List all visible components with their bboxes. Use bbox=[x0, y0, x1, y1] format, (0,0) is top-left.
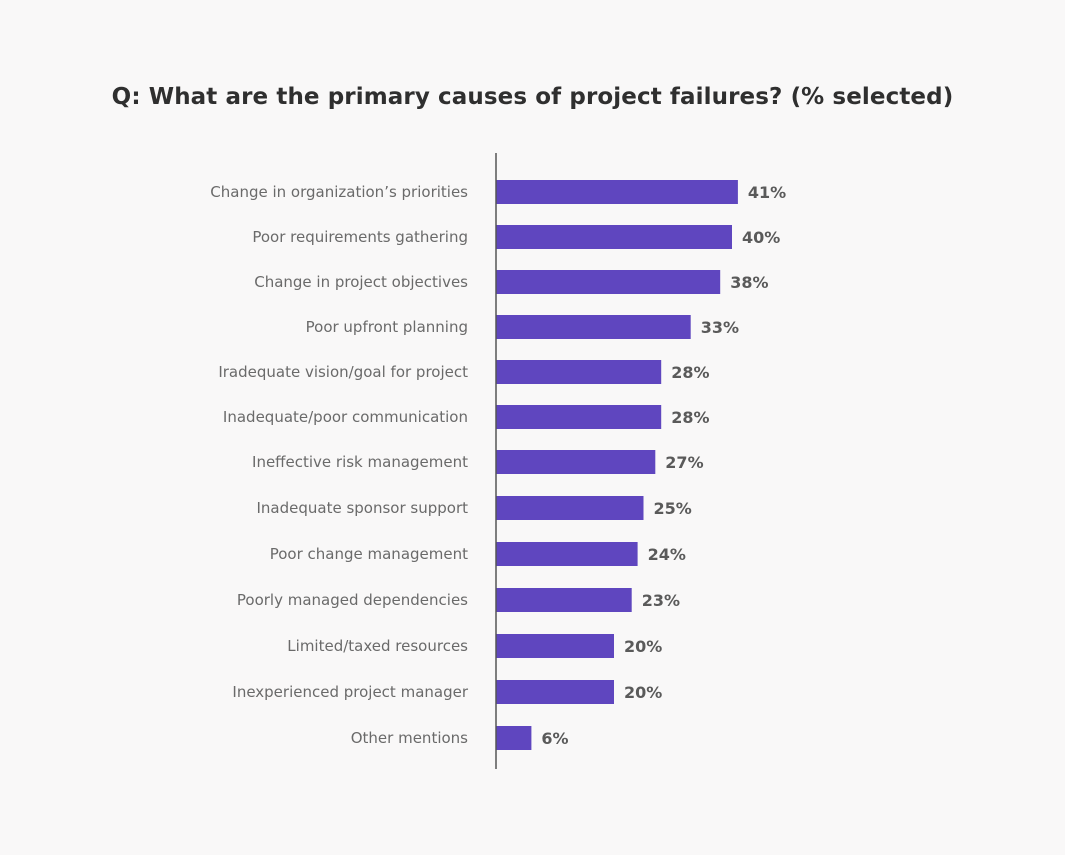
value-label: 6% bbox=[541, 729, 568, 748]
category-label: Inadequate sponsor support bbox=[256, 499, 468, 517]
value-label: 25% bbox=[654, 499, 692, 518]
bar bbox=[496, 225, 732, 249]
bar bbox=[496, 315, 691, 339]
value-label: 20% bbox=[624, 683, 662, 702]
bar bbox=[496, 726, 532, 750]
value-label: 38% bbox=[730, 273, 768, 292]
category-label: Change in organization’s priorities bbox=[210, 183, 468, 201]
value-label: 28% bbox=[671, 408, 709, 427]
value-label: 20% bbox=[624, 637, 662, 656]
category-label: Poorly managed dependencies bbox=[237, 591, 468, 609]
category-label: Change in project objectives bbox=[254, 273, 468, 291]
value-label: 40% bbox=[742, 228, 780, 247]
category-label: Iradequate vision/goal for project bbox=[218, 363, 468, 381]
category-label: Other mentions bbox=[351, 729, 468, 747]
value-label: 28% bbox=[671, 363, 709, 382]
value-label: 41% bbox=[748, 183, 786, 202]
bar bbox=[496, 180, 738, 204]
bar bbox=[496, 634, 614, 658]
bar bbox=[496, 542, 638, 566]
category-label: Poor upfront planning bbox=[306, 318, 468, 336]
bar bbox=[496, 405, 662, 429]
category-label: Limited/taxed resources bbox=[287, 637, 468, 655]
bars-layer: Change in organization’s priorities 41% Po… bbox=[210, 180, 786, 750]
bar bbox=[496, 588, 632, 612]
value-label: 27% bbox=[665, 453, 703, 472]
value-label: 24% bbox=[648, 545, 686, 564]
bar bbox=[496, 270, 721, 294]
bar bbox=[496, 360, 662, 384]
category-label: Inexperienced project manager bbox=[232, 683, 468, 701]
chart-title: Q: What are the primary causes of projec… bbox=[111, 84, 954, 110]
value-label: 33% bbox=[701, 318, 739, 337]
bar bbox=[496, 450, 656, 474]
value-label: 23% bbox=[642, 591, 680, 610]
category-label: Ineffective risk management bbox=[252, 453, 468, 471]
bar bbox=[496, 496, 644, 520]
category-label: Poor requirements gathering bbox=[252, 228, 468, 246]
category-label: Poor change management bbox=[270, 545, 468, 563]
category-label: Inadequate/poor communication bbox=[223, 408, 468, 426]
bar bbox=[496, 680, 614, 704]
